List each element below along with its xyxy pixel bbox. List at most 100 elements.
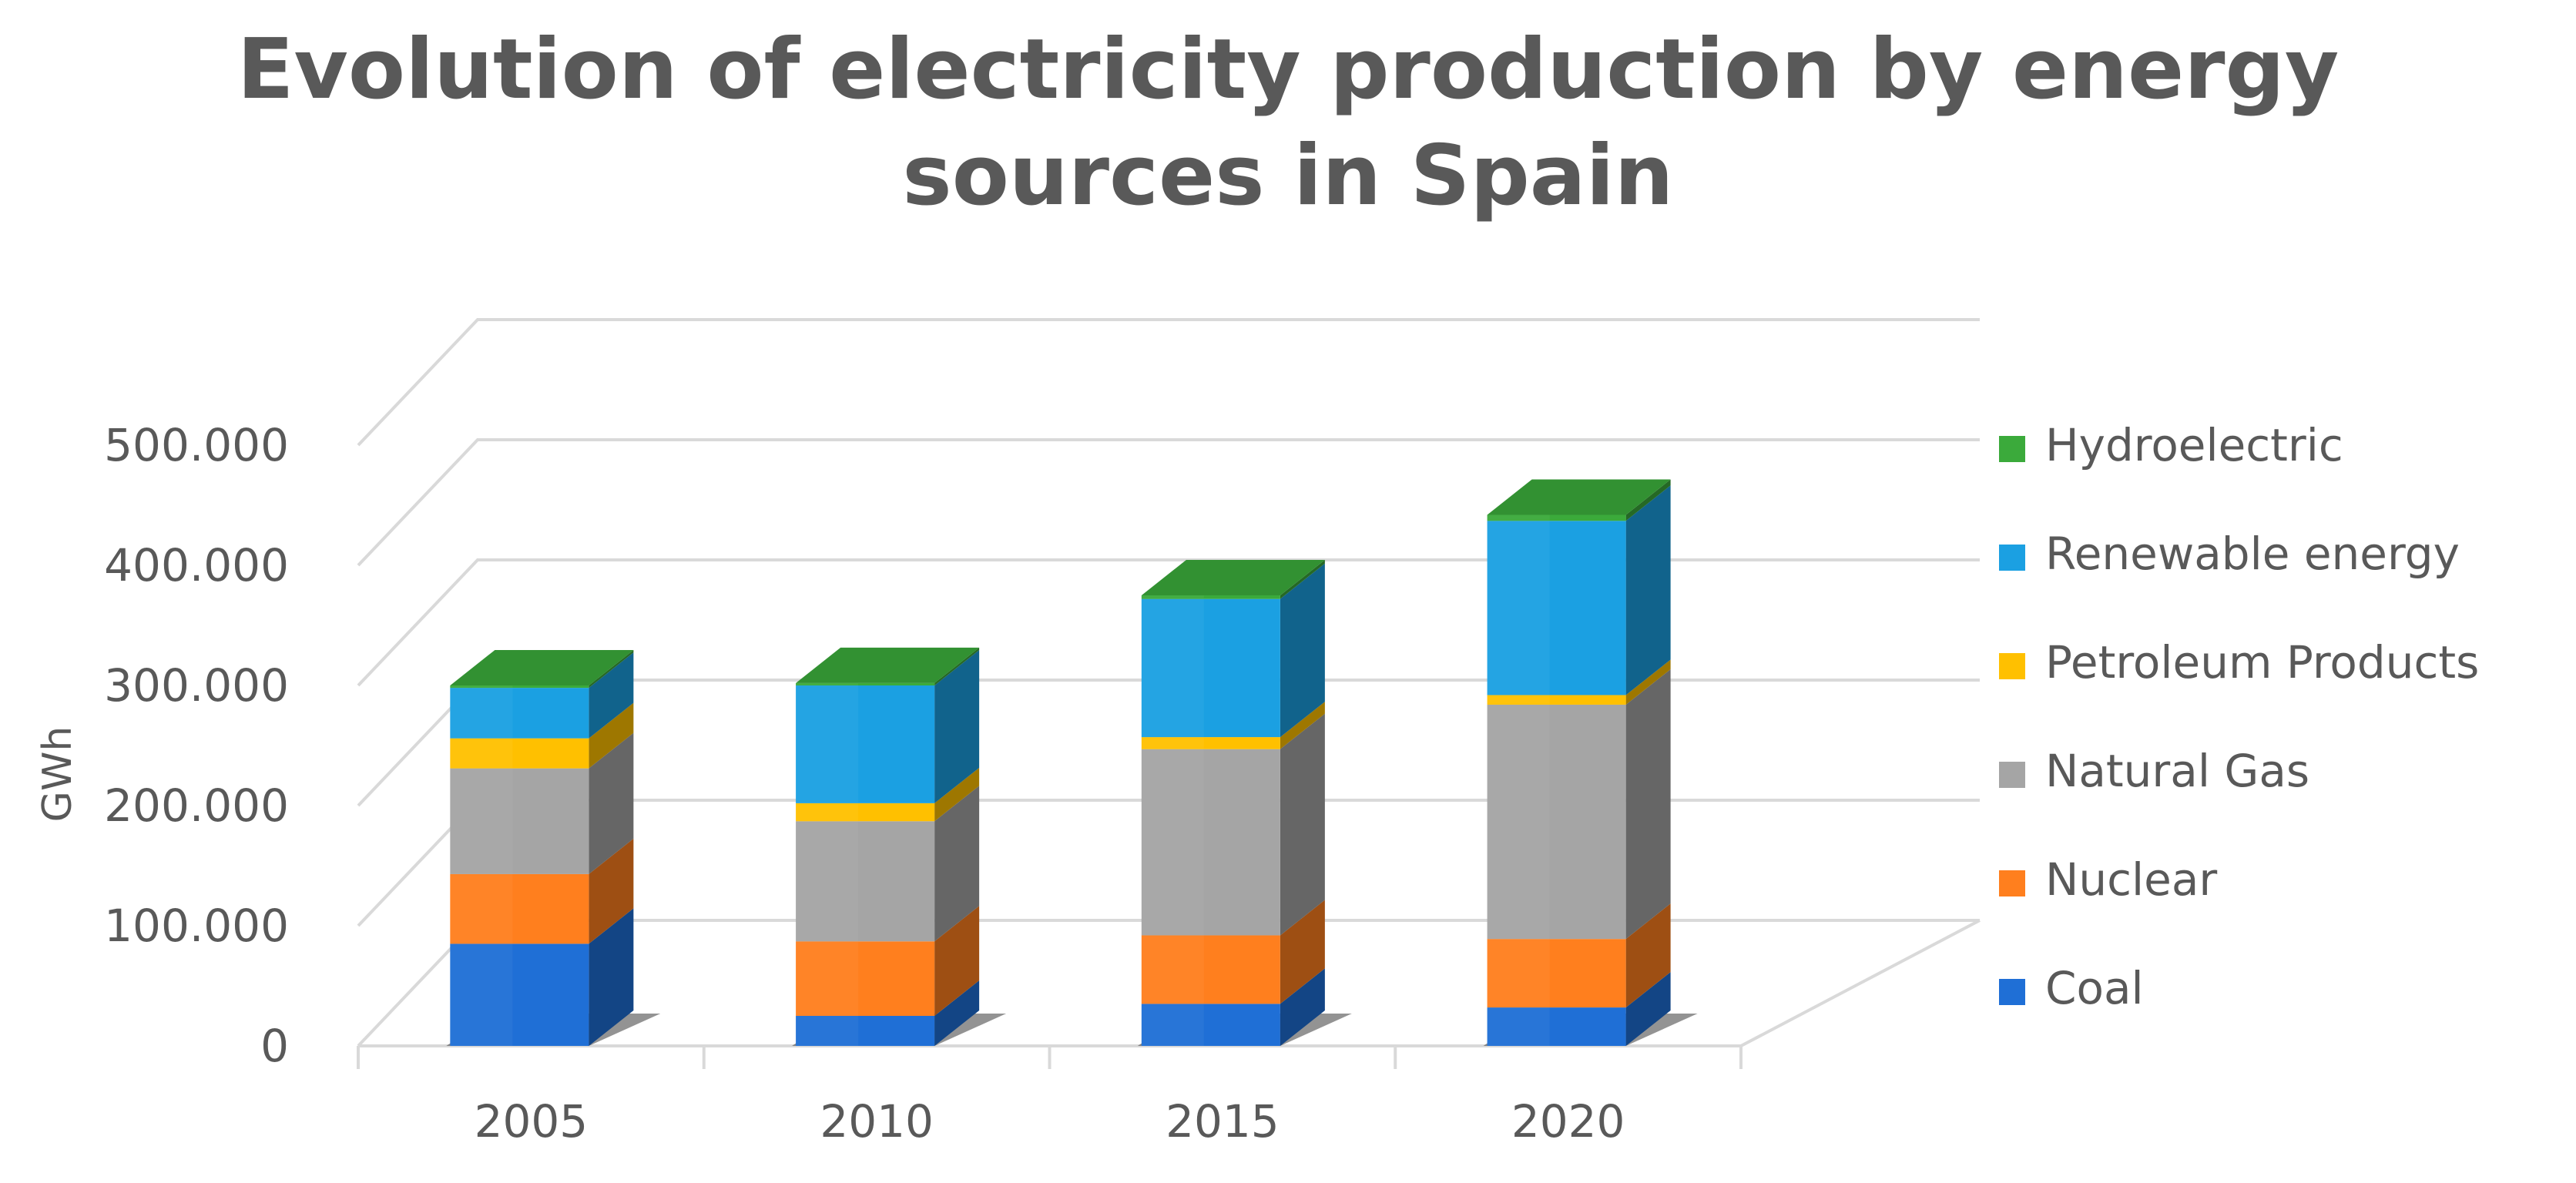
bar-segment-side	[934, 767, 980, 822]
bar-segment	[1141, 749, 1280, 936]
bar-segment	[450, 873, 589, 944]
bar-segment-highlight	[1141, 1004, 1204, 1046]
bar-segment-highlight	[1487, 1007, 1550, 1046]
legend-swatch	[1999, 979, 2025, 1005]
bar-segment-highlight	[1487, 514, 1550, 521]
gridline	[357, 558, 1980, 687]
bar-segment	[1487, 1007, 1626, 1046]
tick-labels: 0 100.000 200.000 300.000 400.000 500.000 2005…	[35, 419, 1625, 1148]
bar-segment-side	[1625, 903, 1671, 1008]
bar-segment-highlight	[796, 803, 859, 822]
chart-title-line-1: Evolution of electricity production by e…	[236, 22, 2340, 118]
y-tick-label: 400.000	[104, 539, 289, 592]
bar-segment	[450, 738, 589, 769]
legend-swatch	[1999, 436, 2025, 462]
bar-segment-highlight	[796, 682, 859, 685]
bar-segment-side	[589, 652, 634, 739]
legend-swatch	[1999, 653, 2025, 679]
bar-segment-side	[589, 702, 634, 769]
bar-segment-highlight	[1487, 695, 1550, 705]
bar-segment-side	[1625, 479, 1671, 521]
legend-label: Petroleum Products	[2045, 636, 2479, 689]
bar-segment-highlight	[450, 943, 513, 1046]
bar-segment-highlight	[450, 685, 513, 689]
bar-segment-side	[1625, 659, 1671, 705]
bar-segment-highlight	[796, 941, 859, 1016]
bar-segment	[796, 685, 935, 803]
y-axis-title: GWh	[35, 726, 81, 823]
chart-title: Evolution of electricity production by e…	[0, 17, 2576, 230]
bar-top	[796, 647, 980, 683]
bar-segment-side	[1625, 972, 1671, 1046]
x-tick-label: 2015	[1166, 1095, 1280, 1148]
chart-title-line-2: sources in Spain	[902, 128, 1674, 224]
bar-segment-side	[1280, 968, 1325, 1046]
bar-segment-highlight	[796, 1016, 859, 1046]
legend-swatch	[1999, 870, 2025, 896]
bar-segment	[1487, 521, 1626, 695]
bar-segment-side	[934, 650, 980, 803]
bar-segment-side	[934, 906, 980, 1016]
x-tick-label: 2010	[820, 1095, 934, 1148]
y-tick-label: 200.000	[104, 779, 289, 832]
bar-segment-side	[1280, 713, 1325, 936]
legend-label: Nuclear	[2045, 853, 2217, 906]
bar-segment-highlight	[796, 821, 859, 942]
bar-segment	[450, 688, 589, 739]
legend-swatch	[1999, 762, 2025, 788]
legend-label: Renewable energy	[2045, 528, 2460, 580]
bar-segment	[450, 685, 589, 689]
x-tick-label: 2005	[475, 1095, 589, 1148]
bar-segment	[450, 768, 589, 874]
legend-swatch	[1999, 545, 2025, 571]
bar-segment-side	[934, 647, 980, 685]
bar-segment-highlight	[450, 688, 513, 739]
bar-segment	[796, 1016, 935, 1046]
bar-segment	[1141, 737, 1280, 749]
bar-segment-side	[589, 838, 634, 944]
gridline	[357, 318, 1980, 447]
bar-segment-highlight	[1141, 935, 1204, 1004]
bar-segment	[1141, 595, 1280, 599]
y-tick-label: 300.000	[104, 659, 289, 712]
bar-segment-side	[1625, 669, 1671, 940]
bar-segment	[1487, 939, 1626, 1008]
legend-label: Natural Gas	[2045, 745, 2309, 797]
bar-segment-highlight	[1141, 749, 1204, 936]
bar-segment-highlight	[450, 738, 513, 769]
bar-segment	[450, 943, 589, 1046]
bar-top	[450, 650, 634, 685]
floor-right-edge	[1740, 919, 1981, 1047]
bar-segment-side	[1625, 485, 1671, 695]
bar-segment-highlight	[1487, 521, 1550, 695]
y-tick-label: 500.000	[104, 419, 289, 471]
y-tick-label: 100.000	[104, 900, 289, 952]
bar-segment	[1487, 695, 1626, 705]
bar-segment-side	[589, 732, 634, 874]
bar-segment-highlight	[450, 768, 513, 874]
bar-top	[1487, 479, 1671, 515]
bar-segment-highlight	[1487, 704, 1550, 940]
bar-segment-side	[1280, 900, 1325, 1004]
bar-segment-side	[1280, 702, 1325, 749]
bar-segment	[1487, 514, 1626, 521]
bar-segment	[1141, 598, 1280, 738]
bar-segment	[796, 941, 935, 1016]
y-tick-label: 0	[260, 1020, 289, 1072]
bar-segment-highlight	[1141, 598, 1204, 738]
bar-segment-side	[589, 908, 634, 1046]
bar-segment-highlight	[796, 685, 859, 803]
bar-segment-side	[934, 980, 980, 1046]
bar-segment	[796, 682, 935, 685]
bar-segment	[796, 821, 935, 942]
bar-segment-side	[934, 786, 980, 942]
legend-label: Hydroelectric	[2045, 419, 2343, 471]
bar-segment	[1141, 1004, 1280, 1046]
bar-segment-highlight	[450, 873, 513, 944]
bar-segment-side	[589, 650, 634, 689]
bar-segment	[1141, 935, 1280, 1004]
bar-segment	[796, 803, 935, 822]
bar-segment-highlight	[1487, 939, 1550, 1008]
